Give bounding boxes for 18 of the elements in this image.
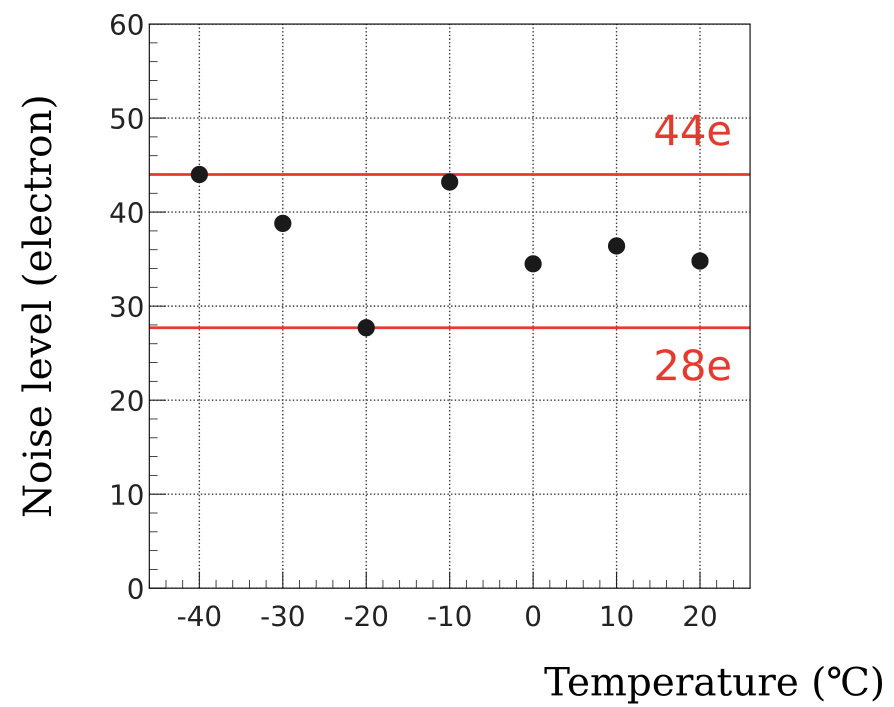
y-tick-label: 20 (111, 390, 143, 412)
y-tick-label: 30 (111, 296, 143, 318)
x-tick-label: 10 (602, 605, 632, 626)
x-tick-label: 20 (684, 605, 716, 626)
x-axis-title: Temperature (℃) (544, 666, 882, 704)
y-tick-label: 40 (110, 202, 143, 224)
y-tick-label: 0 (128, 578, 143, 600)
x-tick-label: -20 (344, 605, 388, 626)
y-tick-label: 50 (111, 108, 143, 130)
y-axis-title: Noise level (electron) (21, 97, 58, 516)
y-tick-label: 60 (111, 14, 143, 35)
y-tick-label: 10 (112, 484, 143, 506)
x-tick-label: 0 (526, 605, 540, 626)
x-tick-label: -30 (261, 605, 304, 626)
x-tick-label: -10 (428, 605, 471, 626)
ref-line-label: 28e (656, 349, 730, 381)
ref-line-label: 44e (655, 114, 730, 146)
x-tick-label: -40 (178, 605, 220, 626)
